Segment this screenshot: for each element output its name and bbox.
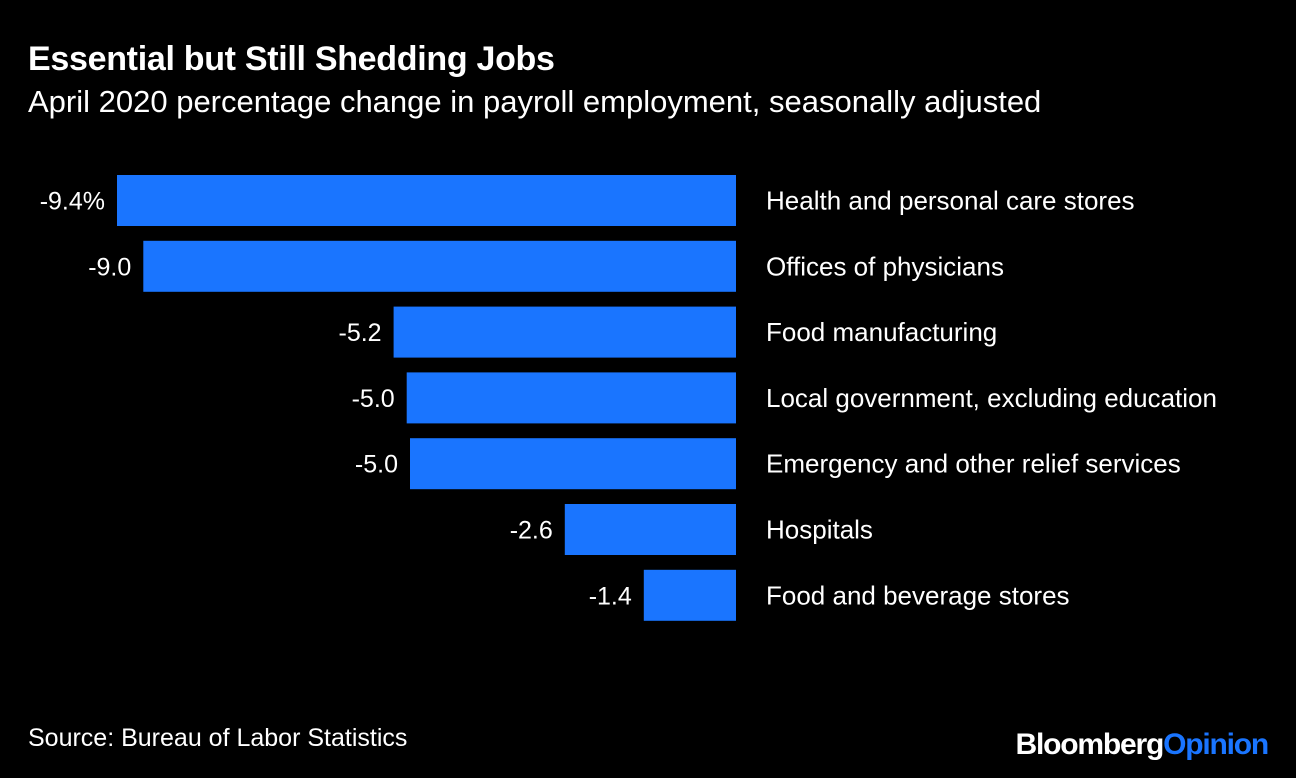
value-label-4: -5.0	[352, 385, 395, 413]
chart-subtitle: April 2020 percentage change in payroll …	[28, 84, 1042, 119]
value-label-1: -9.4%	[40, 188, 105, 216]
value-label-7: -1.4	[589, 582, 632, 610]
bar-2	[143, 240, 737, 292]
brand-secondary: Opinion	[1163, 728, 1269, 761]
brand-primary: Bloomberg	[1015, 728, 1165, 761]
bar-7	[643, 569, 736, 621]
bar-5	[410, 438, 736, 490]
category-label-4: Local government, excluding education	[766, 383, 1217, 413]
category-label-7: Food and beverage stores	[766, 580, 1070, 610]
value-label-2: -9.0	[88, 253, 131, 281]
bar-1	[117, 175, 736, 226]
bar-chart: -9.4% Health and personal care stores -9.0…	[40, 175, 1217, 621]
category-label-3: Food manufacturing	[766, 317, 997, 347]
brand-logo: BloombergOpinion	[1015, 728, 1270, 762]
value-label-5: -5.0	[355, 451, 398, 479]
category-label-5: Emergency and other relief services	[766, 449, 1181, 479]
category-label-1: Health and personal care stores	[766, 186, 1135, 216]
chart-title: Essential but Still Shedding Jobs	[28, 40, 555, 78]
category-label-2: Offices of physicians	[766, 251, 1004, 281]
bar-3	[393, 306, 736, 358]
value-label-3: -5.2	[339, 319, 382, 347]
source-note: Source: Bureau of Labor Statistics	[28, 724, 408, 752]
category-label-6: Hospitals	[766, 515, 873, 545]
bar-4	[406, 372, 736, 424]
bar-6	[564, 504, 736, 555]
value-label-6: -2.6	[510, 517, 553, 545]
